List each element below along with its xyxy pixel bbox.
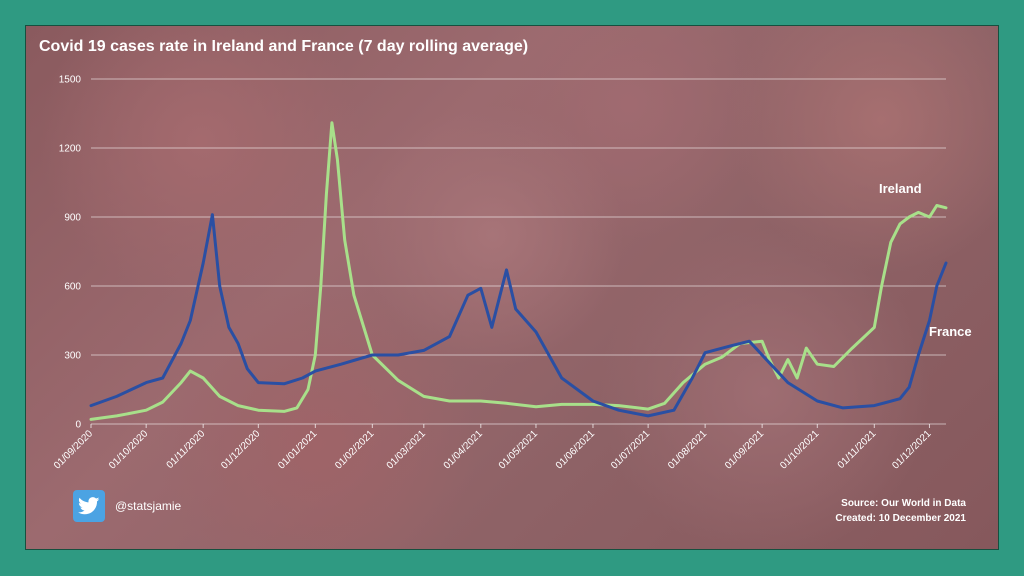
x-tick-label: 01/02/2021 — [333, 428, 376, 471]
twitter-icon — [73, 490, 105, 522]
x-tick-label: 01/10/2021 — [778, 428, 821, 471]
gridlines — [91, 78, 946, 425]
series-lines — [89, 121, 948, 421]
handle-text: @statsjamie — [115, 499, 182, 513]
source-block: Source: Our World in Data Created: 10 De… — [835, 496, 966, 526]
social-handle: @statsjamie — [73, 490, 181, 522]
x-tick-label: 01/12/2020 — [219, 428, 262, 471]
created-text: Created: 10 December 2021 — [835, 513, 966, 524]
series-line-france — [89, 213, 948, 418]
x-tick-label: 01/04/2021 — [442, 428, 485, 471]
y-tick-label: 600 — [64, 282, 81, 293]
x-tick-label: 01/09/2020 — [52, 428, 95, 471]
y-tick-label: 0 — [75, 420, 81, 431]
x-tick-label: 01/03/2021 — [385, 428, 428, 471]
x-tick-label: 01/01/2021 — [276, 428, 319, 471]
x-tick-label: 01/12/2021 — [890, 428, 933, 471]
source-text: Source: Our World in Data — [841, 498, 966, 509]
x-tick-label: 01/07/2021 — [609, 428, 652, 471]
series-line-ireland — [89, 121, 948, 421]
x-axis-ticks: 01/09/2020 01/10/2020 01/11/2020 01/12/2020… — [52, 424, 934, 472]
x-tick-label: 01/06/2021 — [554, 428, 597, 471]
x-tick-label: 01/10/2020 — [107, 428, 150, 471]
y-tick-label: 1200 — [59, 144, 82, 155]
y-tick-label: 900 — [64, 213, 81, 224]
x-tick-label: 01/05/2021 — [497, 428, 540, 471]
y-tick-label: 300 — [64, 351, 81, 362]
chart-title: Covid 19 cases rate in Ireland and Franc… — [39, 38, 529, 55]
y-tick-label: 1500 — [59, 75, 82, 86]
x-tick-label: 01/11/2020 — [165, 428, 208, 471]
x-tick-label: 01/08/2021 — [666, 428, 709, 471]
series-labels: Ireland France — [879, 181, 972, 339]
x-tick-label: 01/11/2021 — [836, 428, 879, 471]
y-axis-ticks: 1500 1200 900 600 300 0 — [59, 75, 82, 431]
series-label-ireland: Ireland — [879, 181, 922, 196]
series-label-france: France — [929, 324, 972, 339]
chart-frame: 1500 1200 900 600 300 0 01/09/2020 01/10/2020 0… — [25, 25, 999, 550]
x-tick-label: 01/09/2021 — [723, 428, 766, 471]
